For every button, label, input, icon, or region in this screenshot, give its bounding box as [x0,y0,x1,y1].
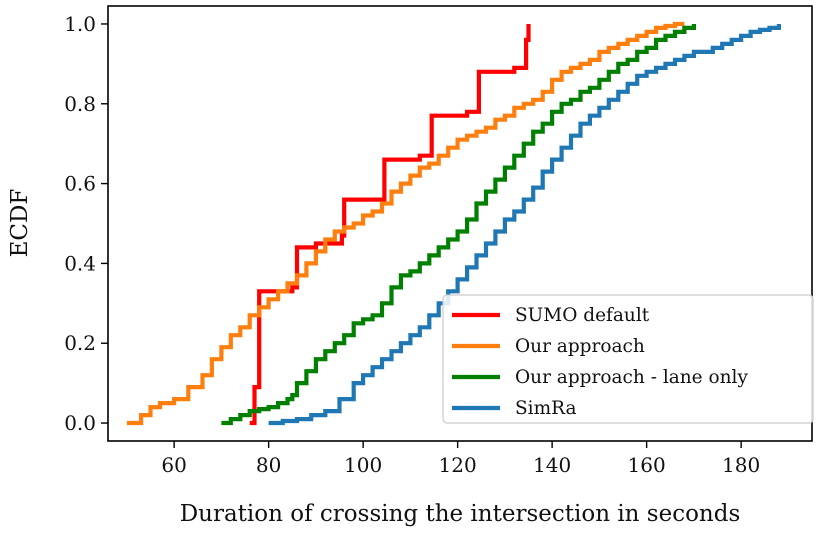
legend-label-3: Our approach - lane only [515,367,748,388]
series-line-4 [268,24,781,426]
y-tick-label: 0.6 [64,172,96,196]
x-tick-label: 180 [722,453,760,477]
x-tick-label: 100 [344,453,382,477]
series-line-3 [221,24,696,426]
plot-frame [107,5,813,442]
legend-label-1: SUMO default [515,305,650,326]
x-tick-label: 80 [256,453,281,477]
y-axis-label: ECDF [7,189,33,258]
y-tick-label: 1.0 [64,12,96,36]
legend-label-2: Our approach [515,336,645,357]
series-line-2 [126,21,685,426]
legend-label-4: SimRa [515,398,577,419]
x-tick-label: 60 [161,453,186,477]
y-tick-label: 0.4 [64,251,96,275]
y-tick-label: 0.2 [64,331,96,355]
y-tick-label: 0.0 [64,411,96,435]
x-tick-label: 120 [439,453,477,477]
x-axis-label: Duration of crossing the intersection in… [180,501,741,527]
x-tick-label: 160 [628,453,666,477]
lines-layer [126,21,781,426]
y-tick-label: 0.8 [64,92,96,116]
legend-box [442,294,814,424]
x-tick-label: 140 [533,453,571,477]
series-line-1 [249,24,531,426]
legend: SUMO default Our approach Our approach - l… [442,294,814,424]
ticks-layer: 60 80 100 120 140 160 180 0.0 0.2 0.4 0.6 0.8 1.0 [64,12,760,477]
